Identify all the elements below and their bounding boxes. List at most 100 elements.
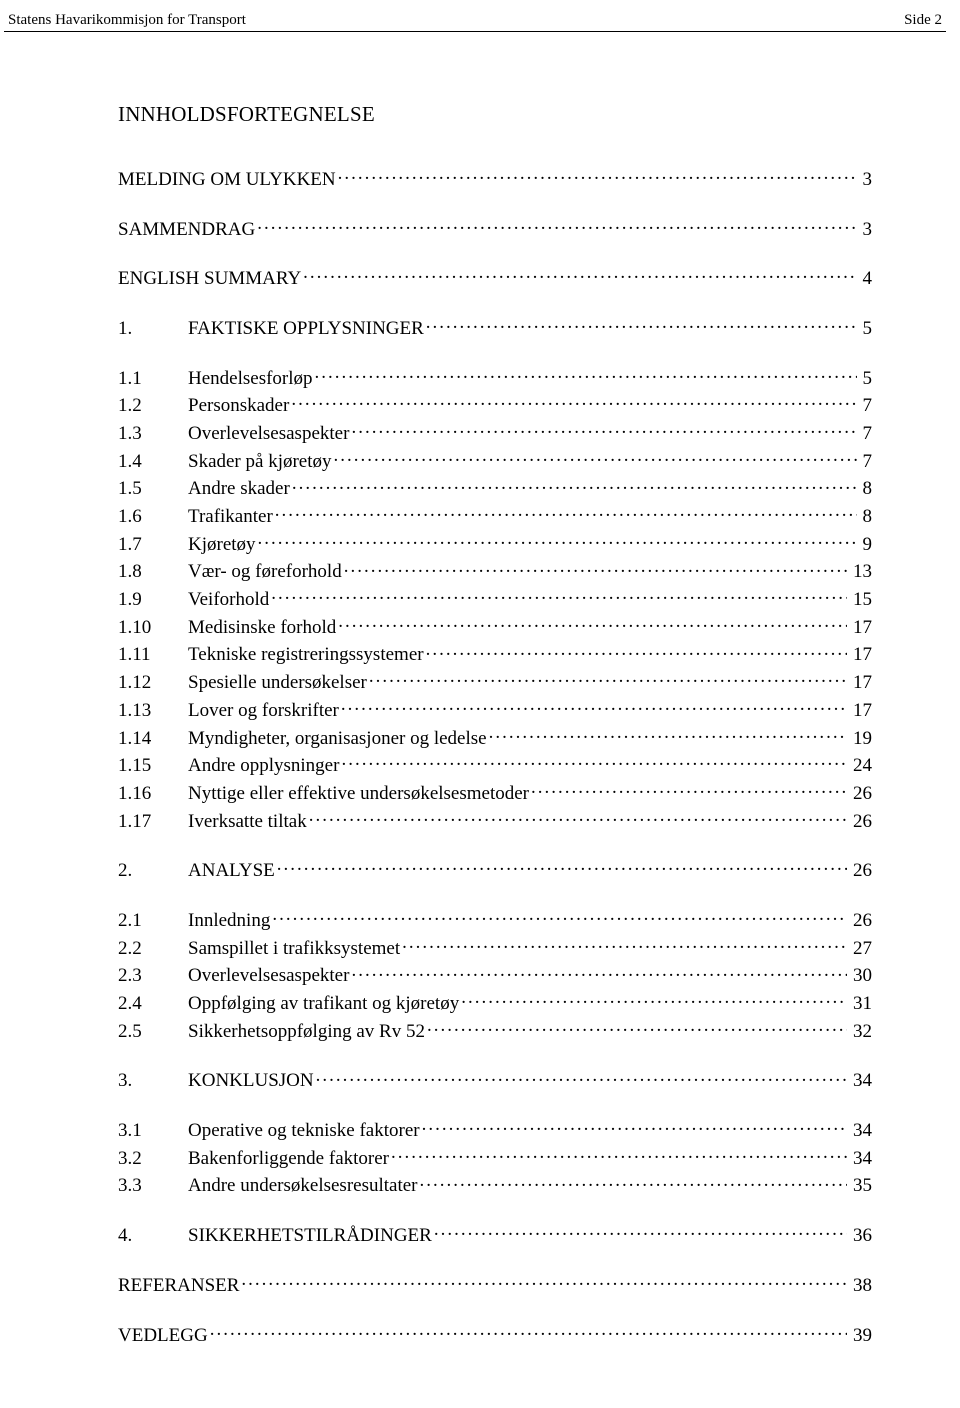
toc-leader-dots (369, 666, 847, 688)
toc-entry-page: 17 (849, 644, 872, 666)
toc-entry-label: Kjøretøy (188, 534, 256, 556)
toc-entry-page: 7 (859, 423, 873, 445)
toc-entry-page: 26 (849, 910, 872, 932)
toc-entry-number: 1.3 (118, 423, 188, 445)
toc-entry-number: 1.12 (118, 672, 188, 694)
toc-entry: 1.2Personskader7 (118, 389, 872, 417)
toc-leader-dots (391, 1142, 847, 1164)
toc-entry: 3.KONKLUSJON34 (118, 1065, 872, 1093)
toc-entry: 3.1Operative og tekniske faktorer34 (118, 1114, 872, 1142)
toc-leader-dots (427, 1015, 847, 1037)
toc-leader-dots (434, 1219, 847, 1241)
toc-entry-page: 34 (849, 1120, 872, 1142)
toc-entry-number: 1.8 (118, 561, 188, 583)
toc-leader-dots (531, 777, 847, 799)
toc-entry-page: 15 (849, 589, 872, 611)
toc-leader-dots (292, 473, 857, 495)
toc-leader-dots (426, 312, 857, 334)
toc-leader-dots (402, 932, 847, 954)
toc-entry-number: 1.6 (118, 506, 188, 528)
toc-entry-page: 32 (849, 1021, 872, 1043)
toc-entry-label: Overlevelsesaspekter (188, 423, 349, 445)
toc-group: 2.ANALYSE26 (118, 854, 872, 882)
toc-entry-page: 17 (849, 617, 872, 639)
page-header: Statens Havarikommisjon for Transport Si… (4, 12, 946, 29)
toc-group: 4.SIKKERHETSTILRÅDINGER36 (118, 1219, 872, 1247)
toc-entry-page: 34 (849, 1148, 872, 1170)
toc-group: 1.1Hendelsesforløp51.2Personskader71.3Ov… (118, 362, 872, 833)
toc-entry: 2.1Innledning26 (118, 904, 872, 932)
toc-entry-number: 1.15 (118, 755, 188, 777)
toc-entry-page: 8 (859, 478, 873, 500)
toc-entry-label: ENGLISH SUMMARY (118, 268, 301, 290)
toc-group: MELDING OM ULYKKEN3 (118, 163, 872, 191)
toc-leader-dots (341, 749, 847, 771)
toc-entry-label: Iverksatte tiltak (188, 811, 307, 833)
toc-entry-page: 3 (859, 169, 873, 191)
toc-entry: 1.9Veiforhold15 (118, 583, 872, 611)
toc-entry-page: 13 (849, 561, 872, 583)
toc-entry: 2.2Samspillet i trafikksystemet27 (118, 932, 872, 960)
toc-entry-number: 2. (118, 860, 188, 882)
toc-entry-label: Lover og forskrifter (188, 700, 339, 722)
toc-entry-label: Sikkerhetsoppfølging av Rv 52 (188, 1021, 425, 1043)
toc-entry-label: Tekniske registreringssystemer (188, 644, 424, 666)
toc-leader-dots (210, 1319, 847, 1341)
toc-group: 1.FAKTISKE OPPLYSNINGER5 (118, 312, 872, 340)
toc-entry: 2.4Oppfølging av trafikant og kjøretøy31 (118, 987, 872, 1015)
toc-entry-label: Oppfølging av trafikant og kjøretøy (188, 993, 459, 1015)
toc-entry: REFERANSER38 (118, 1269, 872, 1297)
toc-entry-number: 2.2 (118, 938, 188, 960)
toc-entry: ENGLISH SUMMARY 4 (118, 262, 872, 290)
toc-leader-dots (351, 417, 856, 439)
toc-entry: MELDING OM ULYKKEN3 (118, 163, 872, 191)
toc-leader-dots (341, 694, 847, 716)
toc-entry: 3.3Andre undersøkelsesresultater35 (118, 1170, 872, 1198)
toc-leader-dots (309, 805, 847, 827)
toc-entry-label: VEDLEGG (118, 1325, 208, 1347)
toc-entry-page: 36 (849, 1225, 872, 1247)
header-divider (4, 31, 946, 32)
toc-entry: 1.17Iverksatte tiltak26 (118, 805, 872, 833)
toc-leader-dots (257, 213, 856, 235)
toc-entry: 1.15Andre opplysninger24 (118, 749, 872, 777)
toc-entry: 1.8Vær- og føreforhold13 (118, 556, 872, 584)
toc-leader-dots (277, 854, 847, 876)
toc-entry-label: Hendelsesforløp (188, 368, 313, 390)
toc-entry-page: 24 (849, 755, 872, 777)
toc-entry-number: 1.17 (118, 811, 188, 833)
toc-entry: 1.FAKTISKE OPPLYSNINGER5 (118, 312, 872, 340)
toc-entry: 1.13Lover og forskrifter17 (118, 694, 872, 722)
toc-entry: 1.11Tekniske registreringssystemer 17 (118, 639, 872, 667)
toc-leader-dots (275, 500, 857, 522)
toc-leader-dots (334, 445, 857, 467)
toc-entry-label: KONKLUSJON (188, 1070, 314, 1092)
toc-entry-page: 26 (849, 860, 872, 882)
toc-entry: 1.6Trafikanter8 (118, 500, 872, 528)
toc-entry-label: Samspillet i trafikksystemet (188, 938, 400, 960)
toc-leader-dots (426, 639, 847, 661)
toc-entry-number: 1.16 (118, 783, 188, 805)
toc-entry: 1.3Overlevelsesaspekter 7 (118, 417, 872, 445)
toc-entry-page: 4 (859, 268, 873, 290)
toc-entry-number: 1.1 (118, 368, 188, 390)
toc-group: REFERANSER38 (118, 1269, 872, 1297)
toc-leader-dots (303, 262, 856, 284)
table-of-contents: MELDING OM ULYKKEN3 SAMMENDRAG3 ENGLISH SU… (118, 163, 872, 1346)
toc-entry-page: 9 (859, 534, 873, 556)
toc-group: 2.1Innledning262.2Samspillet i trafikksy… (118, 904, 872, 1042)
toc-entry-page: 26 (849, 783, 872, 805)
toc-entry-label: Myndigheter, organisasjoner og ledelse (188, 728, 487, 750)
toc-leader-dots (338, 611, 847, 633)
toc-entry-label: FAKTISKE OPPLYSNINGER (188, 318, 424, 340)
toc-entry-label: Operative og tekniske faktorer (188, 1120, 420, 1142)
toc-group: SAMMENDRAG3 (118, 213, 872, 241)
toc-leader-dots (291, 389, 856, 411)
toc-entry: 1.10Medisinske forhold17 (118, 611, 872, 639)
toc-entry-label: Innledning (188, 910, 270, 932)
toc-entry-page: 31 (849, 993, 872, 1015)
toc-entry-number: 1.11 (118, 644, 188, 666)
toc-entry-number: 1.4 (118, 451, 188, 473)
toc-entry-label: Trafikanter (188, 506, 273, 528)
toc-entry-number: 1. (118, 318, 188, 340)
